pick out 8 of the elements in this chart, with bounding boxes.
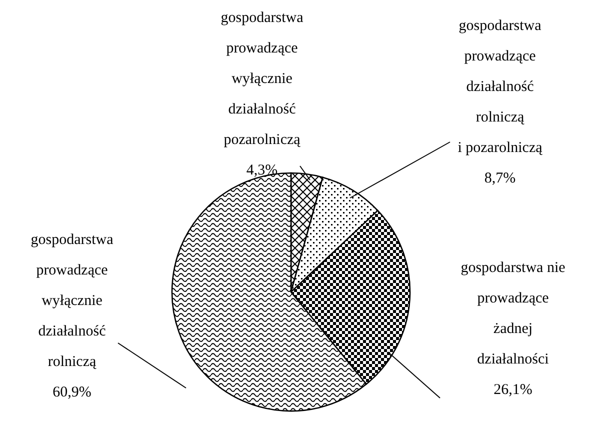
data-label: 4,3%: [246, 162, 278, 178]
slice-label: gospodarstwa prowadzące wyłącznie działalność pozarolniczą: [220, 10, 304, 148]
data-label: 60,9%: [52, 384, 92, 400]
slice-label: gospodarstwa nie prowadzące żadnej działalności: [460, 260, 566, 368]
slice-label: gospodarstwa prowadzące wyłącznie działalność rolniczą: [30, 232, 114, 370]
data-label: 26,1%: [494, 382, 532, 398]
slice-label: gospodarstwa prowadzące działalność rolniczą i pozarolniczą: [458, 18, 543, 156]
data-label: 8,7%: [484, 170, 516, 186]
